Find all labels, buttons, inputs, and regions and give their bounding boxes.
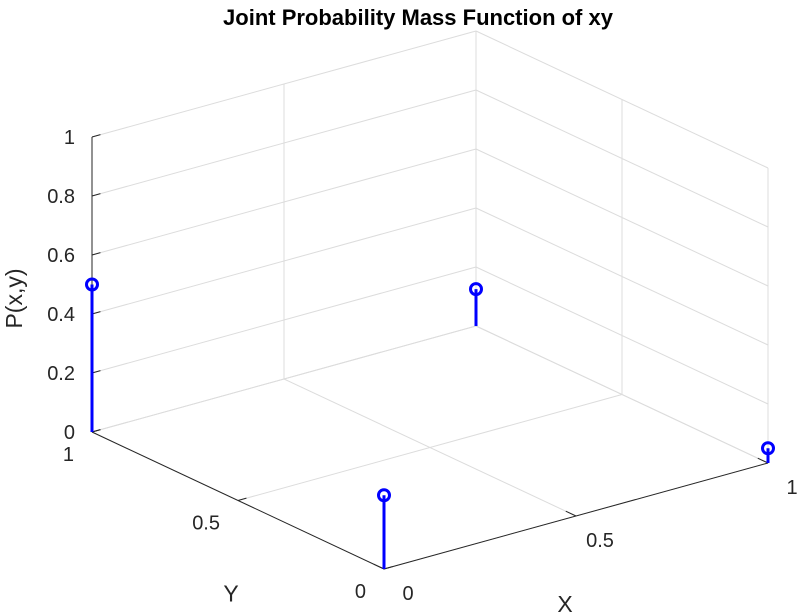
side-wall-grid-line [475, 148, 769, 287]
z-tick-mark [91, 252, 101, 256]
side-wall-grid-line [475, 325, 769, 464]
back-wall-grid-line [91, 89, 477, 197]
side-wall-grid-line [475, 207, 769, 346]
stem-series [85, 277, 775, 569]
side-wall-grid-line [475, 30, 769, 169]
z-tick-label: 0.8 [47, 186, 75, 208]
stem-marker [377, 488, 391, 503]
z-tick-label: 0.4 [47, 304, 75, 326]
z-axis-label: P(x,y) [1, 268, 27, 328]
stem-marker [85, 277, 99, 292]
axis-lines [91, 134, 769, 570]
x-tick-label: 1 [786, 477, 797, 499]
y-tick-label: 0 [355, 581, 366, 603]
z-tick-mark [91, 193, 101, 197]
x-tick-label: 0 [402, 583, 413, 605]
x-axis-label: X [557, 591, 572, 615]
back-wall-grid-line [91, 148, 477, 256]
z-tick-mark [91, 134, 101, 138]
x-tick-mark [373, 563, 385, 570]
side-wall-grid-line [475, 266, 769, 405]
z-tick-label: 0 [64, 422, 75, 444]
back-wall-grid-line [91, 325, 477, 433]
z-tick-label: 0.6 [47, 245, 75, 267]
stem-marker [761, 441, 775, 456]
floor-grid-line [237, 394, 623, 501]
chart-title: Joint Probability Mass Function of xy [223, 5, 614, 30]
side-wall-grid-line [475, 89, 769, 228]
x-tick-label: 0.5 [586, 530, 614, 552]
x-tick-mark [757, 457, 769, 464]
z-tick-label: 0.2 [47, 363, 75, 385]
y-tick-label: 1 [63, 444, 74, 466]
y-tick-label: 0.5 [192, 513, 220, 535]
x-tick-mark [565, 510, 577, 517]
grid-lines [91, 30, 769, 570]
z-tick-label: 1 [64, 127, 75, 149]
back-wall-grid-line [91, 207, 477, 315]
y-axis-label: Y [223, 581, 238, 607]
y-tick-mark [237, 497, 247, 501]
back-wall-grid-line [91, 30, 477, 138]
back-wall-grid-line [91, 266, 477, 374]
stem-marker [469, 282, 483, 297]
